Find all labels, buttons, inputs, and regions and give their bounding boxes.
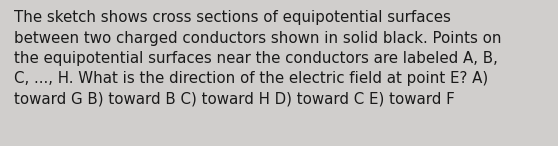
Text: The sketch shows cross sections of equipotential surfaces
between two charged co: The sketch shows cross sections of equip… (14, 10, 502, 107)
